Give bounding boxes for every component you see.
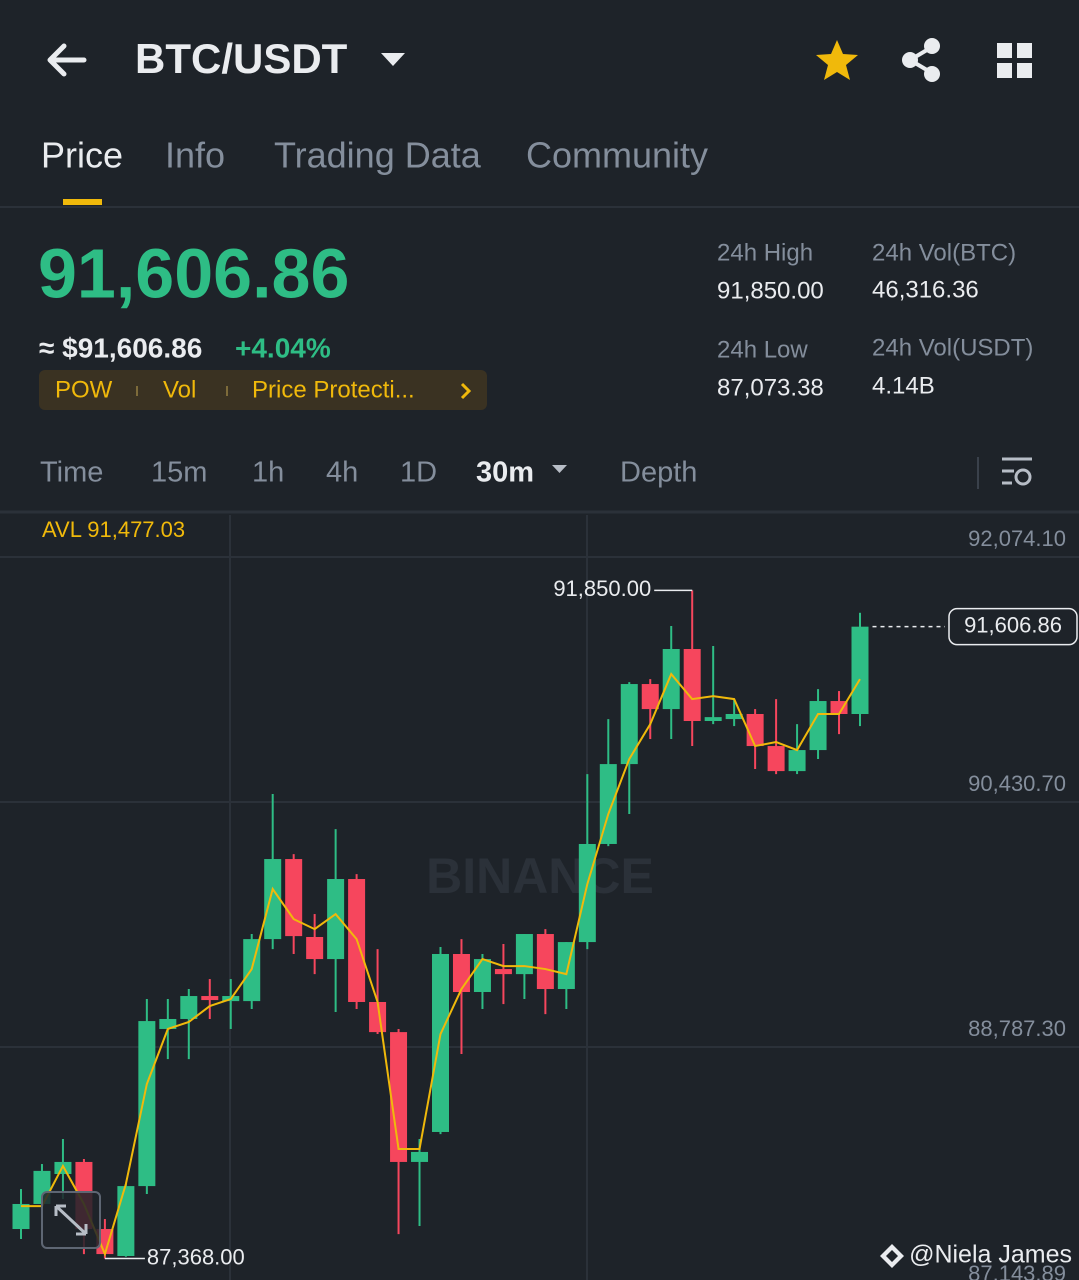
tab[interactable]: Trading Data	[274, 135, 482, 176]
candle-body	[138, 1021, 156, 1187]
stat-value: 46,316.36	[872, 276, 979, 303]
moving-average	[21, 672, 861, 1258]
candle-body	[12, 1203, 30, 1230]
candle-body	[432, 953, 449, 1132]
candle-body	[851, 626, 869, 715]
tab[interactable]: Community	[526, 135, 708, 176]
back-arrow	[47, 43, 87, 77]
share-button[interactable]	[902, 38, 940, 82]
stat-label: 24h Vol(BTC)	[872, 239, 1016, 266]
interval-dropdown[interactable]	[552, 465, 567, 473]
candle-body	[201, 996, 219, 1001]
candle-body	[536, 934, 554, 990]
stat-label: 24h High	[717, 239, 813, 266]
tag-bar[interactable]	[39, 370, 487, 410]
fiat-price: ≈ $91,606.86	[39, 332, 202, 363]
interval[interactable]: Depth	[620, 457, 697, 489]
candle-body	[285, 859, 303, 937]
tag-chevron[interactable]	[460, 382, 472, 400]
candle-body	[704, 717, 722, 722]
candle-body	[117, 1186, 135, 1257]
stat-label: 24h Vol(USDT)	[872, 334, 1033, 361]
y-tick-label: 87,143.89	[968, 1261, 1066, 1280]
chart-settings[interactable]	[1002, 457, 1032, 486]
candle-body	[411, 1151, 429, 1162]
back-button[interactable]	[47, 43, 87, 77]
y-tick-label: 90,430.70	[968, 771, 1066, 796]
credit: @Niela James	[909, 1241, 1072, 1269]
last-price-box	[948, 607, 1078, 646]
candle-body	[515, 934, 533, 975]
interval[interactable]: 1h	[252, 457, 284, 489]
candle-body	[641, 684, 659, 710]
candle-body	[390, 1032, 408, 1162]
expand-icon	[54, 1204, 88, 1236]
extreme-label: 87,368.00	[147, 1244, 245, 1269]
candle-body	[327, 879, 345, 960]
tag[interactable]: Vol	[163, 376, 196, 403]
tag[interactable]: Price Protecti...	[252, 376, 415, 403]
candle-body	[830, 701, 848, 715]
candle-body	[264, 859, 282, 940]
favorite-star[interactable]	[816, 40, 858, 80]
interval-selected[interactable]: 30m	[476, 457, 534, 489]
credit-icon	[880, 1244, 904, 1268]
price-change: +4.04%	[235, 332, 331, 363]
y-tick-label: 92,074.10	[968, 526, 1066, 551]
tab[interactable]: Price	[41, 135, 123, 176]
candle-body	[620, 684, 638, 765]
candle-body	[683, 649, 701, 722]
share-dot	[924, 38, 940, 54]
tab-indicator	[63, 199, 102, 205]
expand-button[interactable]	[41, 1191, 101, 1249]
grid-square	[997, 63, 1012, 78]
grid-square	[1017, 63, 1032, 78]
candle-body	[725, 714, 743, 720]
tab[interactable]: Info	[165, 135, 225, 176]
stat-value: 87,073.38	[717, 374, 824, 401]
candle-body	[180, 996, 198, 1019]
grid-square	[997, 43, 1012, 58]
candle-body	[767, 746, 785, 772]
share-dot	[924, 66, 940, 82]
candle-body	[494, 969, 512, 975]
candle-body	[159, 1018, 177, 1029]
candle-body	[578, 843, 596, 943]
candle-body	[746, 714, 764, 747]
grid-square	[1017, 43, 1032, 58]
stat-value: 4.14B	[872, 372, 935, 399]
pair-dropdown[interactable]	[381, 53, 405, 66]
menu-grid[interactable]	[997, 43, 1032, 78]
interval[interactable]: Time	[40, 457, 103, 489]
avl-label: AVL 91,477.03	[42, 517, 185, 542]
chart: BINANCE 92,074.10 90,430.70 88,787.30 87,14…	[0, 515, 1079, 1280]
candle-body	[306, 937, 324, 960]
candle-body	[599, 764, 617, 844]
settings-gear	[1014, 468, 1032, 486]
last-price: 91,606.86	[38, 234, 349, 312]
candle-body	[452, 953, 470, 993]
candle-body	[788, 750, 806, 772]
interval[interactable]: 4h	[326, 457, 358, 489]
y-tick-label: 88,787.30	[968, 1016, 1066, 1041]
candle-body	[369, 1001, 387, 1033]
stat-label: 24h Low	[717, 336, 808, 363]
pair-title[interactable]: BTC/USDT	[135, 35, 348, 82]
interval[interactable]: 15m	[151, 457, 207, 489]
last-price-label: 91,606.86	[964, 612, 1062, 637]
share-dot	[902, 52, 918, 68]
candle-body	[662, 649, 680, 710]
candle-body	[473, 959, 491, 993]
stat-value: 91,850.00	[717, 277, 824, 304]
interval[interactable]: 1D	[400, 457, 437, 489]
extreme-label: 91,850.00	[553, 576, 651, 601]
tag[interactable]: POW	[55, 376, 113, 403]
watermark: BINANCE	[426, 848, 654, 904]
